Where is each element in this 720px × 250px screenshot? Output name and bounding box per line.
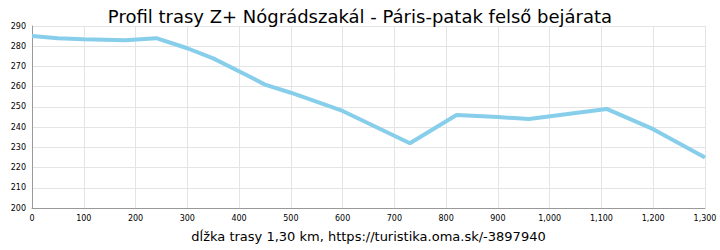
svg-text:1,300: 1,300 <box>694 214 717 223</box>
svg-text:290: 290 <box>11 22 26 31</box>
svg-text:900: 900 <box>490 214 505 223</box>
svg-text:240: 240 <box>11 123 26 132</box>
svg-text:200: 200 <box>128 214 143 223</box>
svg-text:Profil trasy Z+ Nógrádszakál -: Profil trasy Z+ Nógrádszakál - Páris-pat… <box>108 6 612 27</box>
svg-text:dĺžka trasy 1,30 km, https://t: dĺžka trasy 1,30 km, https://turistika.o… <box>191 229 545 244</box>
svg-text:1,200: 1,200 <box>642 214 665 223</box>
svg-text:800: 800 <box>439 214 454 223</box>
svg-text:200: 200 <box>11 204 26 213</box>
svg-text:210: 210 <box>11 183 26 192</box>
svg-text:1,100: 1,100 <box>590 214 613 223</box>
svg-text:600: 600 <box>335 214 350 223</box>
svg-text:500: 500 <box>283 214 298 223</box>
svg-text:100: 100 <box>76 214 91 223</box>
svg-text:700: 700 <box>387 214 402 223</box>
svg-text:260: 260 <box>11 82 26 91</box>
svg-text:400: 400 <box>231 214 246 223</box>
svg-text:1,000: 1,000 <box>538 214 561 223</box>
svg-text:230: 230 <box>11 143 26 152</box>
svg-text:0: 0 <box>29 214 34 223</box>
svg-text:220: 220 <box>11 163 26 172</box>
svg-text:280: 280 <box>11 42 26 51</box>
svg-text:300: 300 <box>180 214 195 223</box>
svg-text:270: 270 <box>11 62 26 71</box>
svg-text:250: 250 <box>11 102 26 111</box>
